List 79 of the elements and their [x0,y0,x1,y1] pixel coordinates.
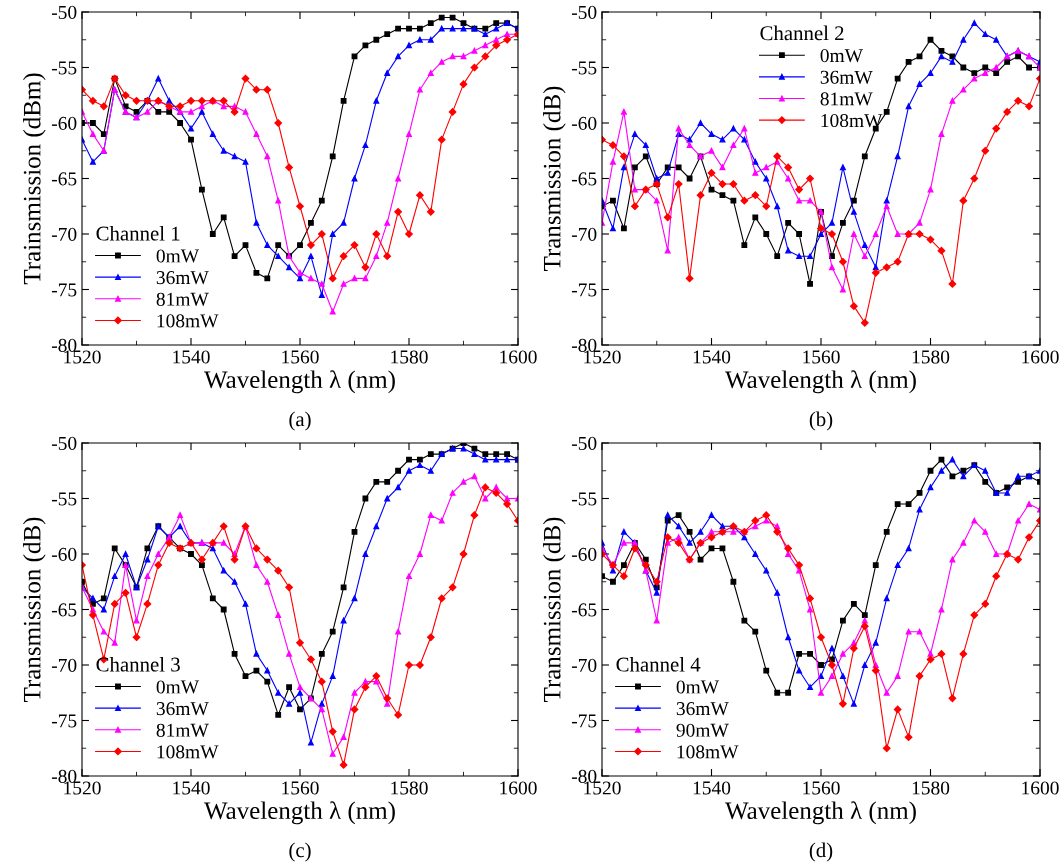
y-tick-label: -50 [51,436,77,450]
x-tick-label: 1520 [64,781,101,795]
text: (b) [809,411,833,431]
legend-title: Channel 1 [96,225,180,241]
y-tick-label: -50 [571,436,597,450]
y-tick-label: -65 [571,172,597,186]
x-tick-label: 1580 [912,350,950,364]
y-tick-label: -75 [51,714,77,728]
x-axis-title: Wavelength λ (nm) [725,370,916,394]
legend-label: 0mW [820,49,863,63]
y-tick-label: -60 [51,547,77,561]
y-tick-label: -55 [571,492,597,506]
y-tick-label: -55 [51,492,77,506]
legend-title: Channel 3 [96,656,180,672]
y-tick-label: -55 [571,61,597,75]
y-tick-label: -60 [571,116,597,130]
text: (a) [289,411,311,431]
legend-label: 108mW [157,745,219,759]
x-axis-title: Wavelength λ (nm) [725,801,916,825]
x-tick-label: 1560 [803,350,840,364]
y-tick-label: -75 [51,283,77,297]
y-axis-title: Transmission (dB) [22,517,46,703]
y-tick-label: -80 [571,769,597,783]
legend-label: 81mW [156,723,209,737]
y-tick-label: -50 [571,5,597,19]
x-tick-label: 1560 [282,781,319,795]
legend-label: 81mW [156,292,209,306]
y-tick-label: -70 [51,658,77,672]
legend-label: 0mW [156,680,200,694]
y-tick-label: -80 [571,338,597,352]
y-tick-label: -80 [51,769,77,783]
x-tick-label: 1600 [1022,781,1059,795]
x-tick-label: 1600 [500,350,537,364]
legend-label: 36mW [820,70,873,84]
y-tick-label: -70 [571,227,597,241]
x-tick-label: 1560 [803,781,840,795]
y-tick-label: -50 [51,5,77,19]
legend-label: 0mW [156,249,200,263]
x-tick-label: 1580 [391,781,428,795]
legend-label: 108mW [157,314,219,328]
x-tick-label: 1600 [1022,350,1059,364]
x-axis-title: Wavelength λ (nm) [204,370,395,394]
x-tick-label: 1580 [912,781,950,795]
x-axis-title: Wavelength λ (nm) [204,801,395,825]
x-tick-label: 1520 [64,350,101,364]
legend-label: 81mW [820,92,873,106]
y-axis-title: Transmission (dB) [542,86,566,272]
legend-title: Channel 4 [616,656,701,672]
x-tick-label: 1540 [693,350,731,364]
legend-label: 108mW [677,745,739,759]
x-tick-label: 1540 [693,781,731,795]
y-axis-title: Transmission (dB) [542,517,566,703]
legend-label: 90mW [676,723,729,737]
legend-label: 0mW [676,680,720,694]
y-tick-label: -75 [571,714,597,728]
text: (c) [289,842,311,862]
y-tick-label: -60 [51,116,77,130]
legend-label: 36mW [156,271,209,285]
x-tick-label: 1520 [584,781,621,795]
y-axis-title: Trainsmission (dBm) [22,73,46,285]
x-tick-label: 1520 [584,350,621,364]
x-tick-label: 1560 [282,350,319,364]
legend-title: Channel 2 [760,25,844,41]
x-tick-label: 1600 [500,781,537,795]
x-tick-label: 1540 [173,781,210,795]
y-tick-label: -65 [51,603,77,617]
x-tick-label: 1540 [173,350,210,364]
y-tick-label: -65 [51,172,77,186]
x-tick-label: 1580 [391,350,428,364]
y-tick-label: -70 [571,658,597,672]
y-tick-label: -60 [571,547,597,561]
legend-label: 36mW [676,702,729,716]
y-tick-label: -70 [51,227,77,241]
legend-label: 36mW [156,702,209,716]
y-tick-label: -65 [571,603,597,617]
y-tick-label: -55 [51,61,77,75]
y-tick-label: -80 [51,338,77,352]
y-tick-label: -75 [571,283,597,297]
text: (d) [809,842,833,862]
